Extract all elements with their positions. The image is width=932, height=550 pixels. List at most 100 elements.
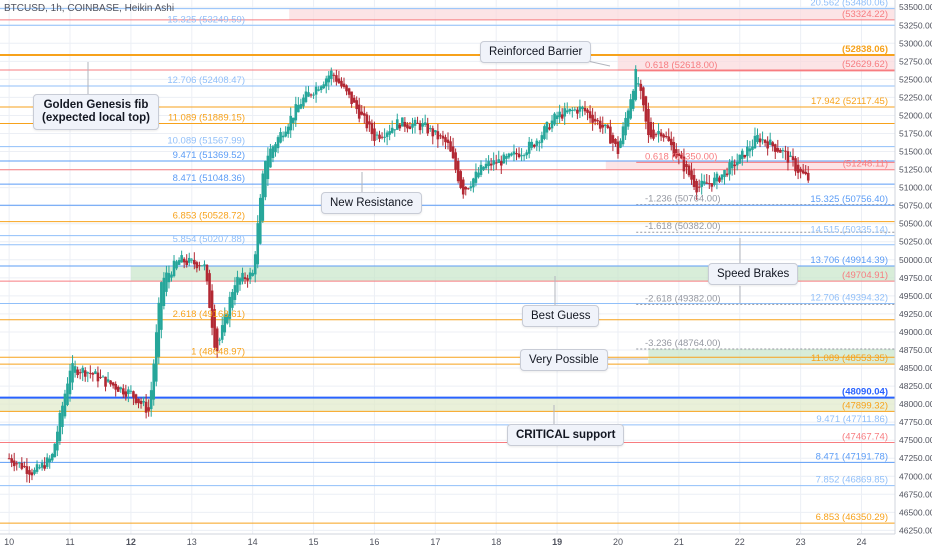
fib-level-label: 9.471 (47711.86) xyxy=(816,414,888,425)
callout-best-guess: Best Guess xyxy=(522,305,600,327)
candle-body xyxy=(472,178,475,188)
fib-level-label: -2.618 (49382.00) xyxy=(645,293,721,304)
price-tick-label: 50250.00 xyxy=(899,237,932,247)
candle-body xyxy=(740,150,744,160)
candle-body xyxy=(253,254,257,275)
callout-golden-genesis: Golden Genesis fib (expected local top) xyxy=(33,94,159,130)
fib-level-label: 17.942 (52117.45) xyxy=(811,96,888,107)
candle-body xyxy=(264,160,267,198)
candle-body xyxy=(751,146,754,150)
candles[interactable] xyxy=(7,65,810,483)
fib-level-label: -3.236 (48764.00) xyxy=(645,338,721,349)
zone-band xyxy=(289,8,895,20)
price-tick-label: 46500.00 xyxy=(899,507,932,517)
candle-body xyxy=(172,260,176,277)
candle-body xyxy=(271,146,275,158)
candle-body xyxy=(758,138,762,143)
candle-body xyxy=(756,134,759,143)
price-tick-label: 50000.00 xyxy=(899,255,932,265)
zone-band xyxy=(0,397,895,412)
candle-body xyxy=(114,383,117,390)
callout-critical-support: CRITICAL support xyxy=(507,424,625,446)
candle-body xyxy=(142,401,145,403)
candle-body xyxy=(149,390,153,410)
fib-level-label: 15.325 (53249.59) xyxy=(167,14,245,25)
candle-body xyxy=(784,150,787,152)
time-axis[interactable]: 10 11 12 13 14 15 16 17 18 19 20 21 22 23 24 xyxy=(0,533,932,550)
time-tick-label: 18 xyxy=(491,537,501,547)
candle-body xyxy=(220,325,224,340)
price-tick-label: 47500.00 xyxy=(899,435,932,445)
candle-body xyxy=(152,363,156,400)
candle-body xyxy=(228,296,232,319)
candle-body xyxy=(748,148,752,152)
candle-body xyxy=(167,273,171,283)
candle-body xyxy=(695,180,698,193)
candle-body xyxy=(761,139,764,141)
candle-body xyxy=(332,74,336,76)
price-tick-label: 49750.00 xyxy=(899,273,932,283)
candle-body xyxy=(203,264,206,266)
fib-level-label: 8.471 (47191.78) xyxy=(816,451,888,462)
candle-body xyxy=(170,274,173,278)
fib-level-label: 11.089 (51889.15) xyxy=(168,112,245,123)
candle-body xyxy=(705,182,709,184)
candle-body xyxy=(99,376,102,378)
price-tick-label: 51500.00 xyxy=(899,147,932,157)
candle-body xyxy=(276,137,280,149)
candle-body xyxy=(487,161,490,167)
price-tick-label: 53250.00 xyxy=(899,20,932,30)
candle-body xyxy=(10,458,13,463)
candle-body xyxy=(68,370,72,395)
fib-level-label: 15.325 (50756.40) xyxy=(810,194,888,205)
candle-body xyxy=(763,139,767,143)
candle-body xyxy=(576,109,579,114)
candle-body xyxy=(284,131,287,137)
candle-body xyxy=(357,104,361,119)
candle-body xyxy=(243,277,247,280)
time-tick-label: 17 xyxy=(430,537,440,547)
candle-body xyxy=(406,124,409,129)
price-axis[interactable]: 46250.00 46500.00 46750.00 47000.00 47250.00… xyxy=(894,0,932,550)
fib-level-label: (49704.91) xyxy=(842,270,888,281)
fib-level-label: 6.853 (46350.29) xyxy=(816,512,888,523)
candle-body xyxy=(558,111,561,118)
fib-level-label: 8.471 (51048.36) xyxy=(173,173,245,184)
candle-body xyxy=(700,180,703,187)
candle-body xyxy=(208,273,211,308)
candle-body xyxy=(182,258,186,263)
candle-body xyxy=(553,113,556,125)
candle-body xyxy=(626,110,630,127)
candle-body xyxy=(398,124,402,129)
candle-body xyxy=(522,155,526,157)
candle-body xyxy=(451,146,455,159)
candle-body xyxy=(109,380,112,385)
candle-body xyxy=(91,373,95,375)
time-tick-label: 23 xyxy=(796,537,806,547)
candle-body xyxy=(489,163,493,166)
candle-body xyxy=(616,141,620,154)
candle-body xyxy=(697,186,701,188)
candle-body xyxy=(45,457,49,467)
candle-body xyxy=(441,135,445,139)
candle-body xyxy=(606,125,610,129)
candle-body xyxy=(753,135,757,149)
candle-body xyxy=(226,314,229,324)
fib-level-labels: 20.562 (53480.06)(53324.22) 15.325 (53249… xyxy=(167,0,888,523)
candle-body xyxy=(571,110,574,112)
price-tick-label: 52500.00 xyxy=(899,74,932,84)
fib-level-label: 0.618 (52618.00) xyxy=(645,60,717,71)
candle-body xyxy=(274,144,277,153)
candle-body xyxy=(738,154,742,164)
time-axis-bg xyxy=(0,534,932,550)
candle-body xyxy=(636,83,640,85)
price-tick-label: 48500.00 xyxy=(899,363,932,373)
candle-body xyxy=(195,262,199,269)
candle-body xyxy=(733,164,736,167)
candle-body xyxy=(702,181,706,184)
candle-body xyxy=(154,332,158,382)
candle-body xyxy=(667,136,671,142)
candle-body xyxy=(40,462,44,468)
candle-body xyxy=(286,126,290,135)
